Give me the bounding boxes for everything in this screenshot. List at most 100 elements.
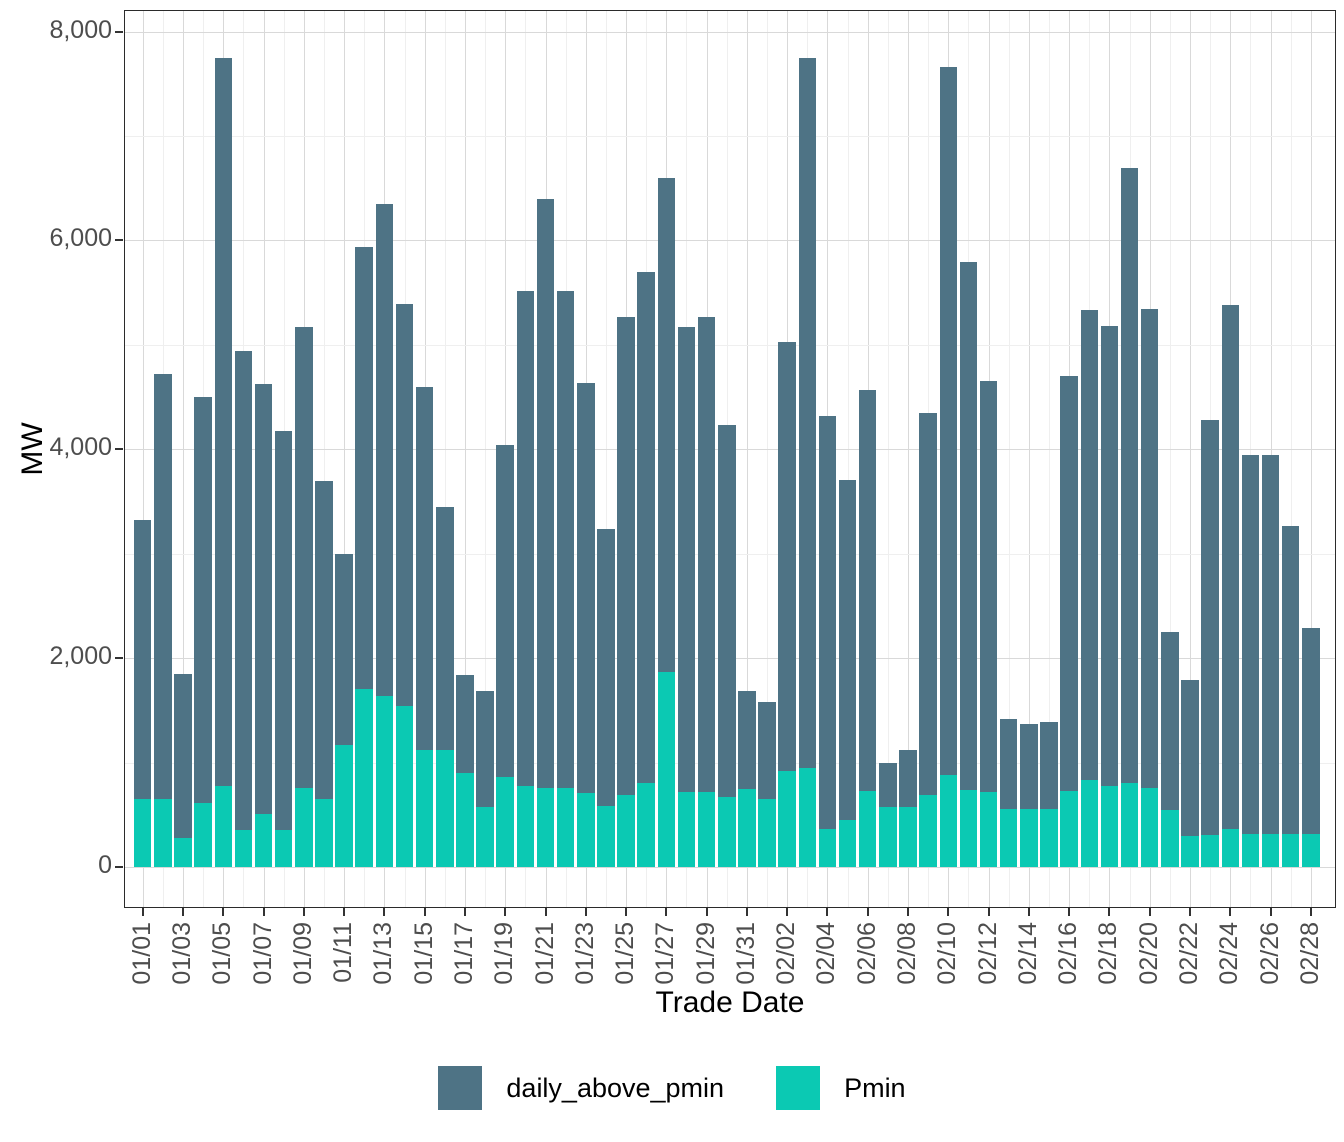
x-axis-tick xyxy=(826,908,829,916)
bar-segment-pmin xyxy=(939,775,958,867)
minor-gridline-vertical xyxy=(323,11,325,907)
bar-segment-pmin xyxy=(1302,833,1320,867)
y-axis-tick-label: 0 xyxy=(98,851,112,879)
bar-segment-pmin xyxy=(577,792,595,867)
bar-segment-pmin xyxy=(375,695,394,867)
bar-segment-pmin xyxy=(1161,809,1179,867)
bar-segment-daily-above-pmin xyxy=(556,290,575,788)
bar-segment-daily-above-pmin xyxy=(1281,526,1300,834)
bar-segment-daily-above-pmin xyxy=(677,327,696,792)
bar-segment-daily-above-pmin xyxy=(214,57,232,786)
x-axis-tick-label: 01/23 xyxy=(570,922,599,985)
bar-segment-daily-above-pmin xyxy=(133,520,152,800)
bar-segment-pmin xyxy=(1080,780,1099,867)
bar-segment-pmin xyxy=(657,671,676,867)
bar-segment-daily-above-pmin xyxy=(295,327,313,788)
bar-segment-daily-above-pmin xyxy=(919,412,937,795)
bar-segment-pmin xyxy=(415,750,434,867)
bar-segment-pmin xyxy=(738,788,756,867)
x-axis-tick-label: 01/19 xyxy=(490,922,519,985)
x-axis-tick xyxy=(987,908,990,916)
x-axis-tick-label: 01/21 xyxy=(530,922,559,985)
x-axis-tick-label: 01/17 xyxy=(449,922,478,985)
major-gridline-vertical xyxy=(1028,11,1030,907)
x-axis-tick-label: 02/24 xyxy=(1215,922,1244,985)
x-axis-tick-label: 01/05 xyxy=(208,922,237,985)
bar-segment-daily-above-pmin xyxy=(1060,376,1078,791)
minor-gridline-vertical xyxy=(444,11,446,907)
bar-segment-daily-above-pmin xyxy=(637,271,655,784)
bar-segment-daily-above-pmin xyxy=(657,177,676,672)
plot-panel xyxy=(124,10,1336,908)
x-axis-tick xyxy=(544,908,547,916)
x-axis-tick xyxy=(1148,908,1151,916)
bar-segment-pmin xyxy=(174,837,192,867)
bar-segment-daily-above-pmin xyxy=(718,425,736,798)
bar-segment-daily-above-pmin xyxy=(1100,326,1119,786)
x-axis-tick xyxy=(705,908,708,916)
bar-segment-daily-above-pmin xyxy=(597,528,615,807)
x-axis-tick xyxy=(907,908,910,916)
bar-segment-daily-above-pmin xyxy=(1040,721,1058,809)
bar-segment-daily-above-pmin xyxy=(476,690,494,808)
x-axis-tick xyxy=(262,908,265,916)
bar-segment-pmin xyxy=(194,803,212,867)
bar-segment-pmin xyxy=(335,744,353,867)
x-axis-tick-label: 01/29 xyxy=(691,922,720,985)
minor-gridline-horizontal xyxy=(125,344,1335,346)
bar-segment-pmin xyxy=(1040,808,1058,867)
bar-segment-pmin xyxy=(617,794,635,867)
bar-segment-daily-above-pmin xyxy=(979,381,998,792)
bar-segment-pmin xyxy=(858,790,877,867)
bar-segment-pmin xyxy=(999,808,1018,867)
major-gridline-vertical xyxy=(182,11,184,907)
x-axis-tick-label: 01/13 xyxy=(369,922,398,985)
minor-gridline-vertical xyxy=(767,11,769,907)
x-axis-tick xyxy=(625,908,628,916)
bar-segment-daily-above-pmin xyxy=(1302,627,1320,834)
y-axis-tick xyxy=(115,448,123,451)
bar-segment-daily-above-pmin xyxy=(1080,310,1099,781)
minor-gridline-vertical xyxy=(847,11,849,907)
x-axis-tick xyxy=(343,908,346,916)
major-gridline-horizontal xyxy=(125,867,1335,868)
major-gridline-vertical xyxy=(908,11,910,907)
bar-segment-daily-above-pmin xyxy=(375,203,394,696)
y-axis-tick xyxy=(115,30,123,33)
y-axis-tick-label: 4,000 xyxy=(49,433,112,462)
x-axis-tick-label: 02/26 xyxy=(1255,922,1284,985)
bar-segment-pmin xyxy=(979,791,998,867)
bar-segment-daily-above-pmin xyxy=(1241,454,1260,834)
major-gridline-vertical xyxy=(464,11,466,907)
x-axis-tick-label: 01/11 xyxy=(329,922,358,983)
bar-segment-daily-above-pmin xyxy=(617,316,635,795)
bar-segment-daily-above-pmin xyxy=(456,674,474,773)
x-axis-tick xyxy=(786,908,789,916)
bar-segment-daily-above-pmin xyxy=(395,304,414,707)
bar-segment-pmin xyxy=(879,807,897,867)
bar-segment-pmin xyxy=(778,770,796,867)
bar-segment-daily-above-pmin xyxy=(194,397,212,804)
bar-segment-daily-above-pmin xyxy=(254,384,273,814)
bar-segment-daily-above-pmin xyxy=(234,351,253,831)
x-axis-tick-label: 02/20 xyxy=(1134,922,1163,985)
x-axis-tick xyxy=(1108,908,1111,916)
bar-segment-daily-above-pmin xyxy=(415,386,434,751)
bar-segment-pmin xyxy=(496,777,514,867)
x-axis-tick xyxy=(141,908,144,916)
x-axis-tick xyxy=(302,908,305,916)
x-axis-tick-label: 02/14 xyxy=(1013,922,1042,985)
x-axis-tick xyxy=(665,908,668,916)
bar-segment-daily-above-pmin xyxy=(335,553,353,745)
bar-segment-daily-above-pmin xyxy=(738,690,756,789)
bar-segment-daily-above-pmin xyxy=(858,389,877,791)
bar-segment-daily-above-pmin xyxy=(778,341,796,771)
y-axis-tick-label: 8,000 xyxy=(49,15,112,44)
x-axis-tick xyxy=(1188,908,1191,916)
bar-segment-pmin xyxy=(355,689,373,867)
x-axis-tick-label: 01/01 xyxy=(127,922,156,985)
bar-segment-daily-above-pmin xyxy=(879,762,897,808)
bar-segment-daily-above-pmin xyxy=(899,750,917,808)
major-gridline-vertical xyxy=(1310,11,1312,907)
